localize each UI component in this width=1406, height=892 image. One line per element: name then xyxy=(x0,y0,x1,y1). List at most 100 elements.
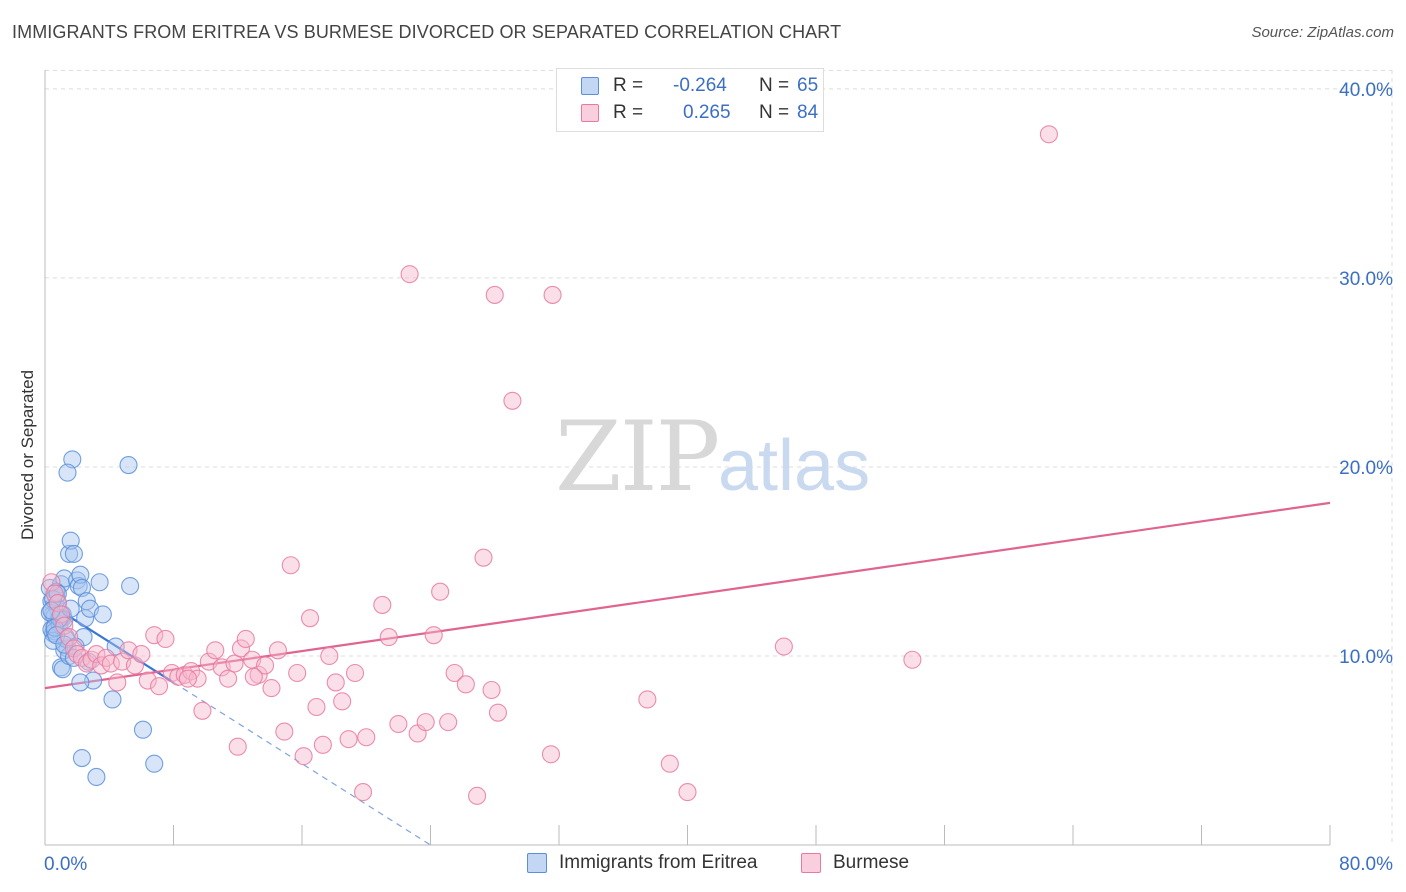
point-eritrea-32 xyxy=(119,456,138,475)
point-burmese-47 xyxy=(300,609,320,628)
point-burmese-71 xyxy=(485,285,504,304)
point-burmese-44 xyxy=(281,556,300,575)
point-eritrea-16 xyxy=(58,463,77,482)
point-burmese-80 xyxy=(903,650,922,669)
point-burmese-0 xyxy=(42,573,61,592)
point-burmese-3 xyxy=(52,605,71,624)
point-eritrea-33 xyxy=(121,576,140,596)
point-burmese-19 xyxy=(132,645,151,664)
point-burmese-75 xyxy=(543,285,562,304)
point-burmese-18 xyxy=(125,656,144,675)
legend-swatch-burmese xyxy=(581,104,599,122)
bottom-legend-swatch-burmese xyxy=(801,853,821,873)
x-tick-label-0: 0.0% xyxy=(44,854,87,875)
watermark-zip: ZIP xyxy=(555,401,718,513)
point-burmese-54 xyxy=(345,663,365,683)
point-burmese-56 xyxy=(353,783,373,802)
point-burmese-60 xyxy=(400,265,419,284)
point-burmese-45 xyxy=(288,663,307,683)
point-burmese-50 xyxy=(320,646,339,666)
bottom-legend-label-eritrea: Immigrants from Eritrea xyxy=(559,852,758,873)
gridlines xyxy=(45,69,1393,845)
point-burmese-11 xyxy=(87,645,106,664)
x-tick-label-1: 80.0% xyxy=(1339,854,1393,875)
point-burmese-23 xyxy=(156,629,175,649)
point-eritrea-29 xyxy=(93,605,112,624)
watermark-atlas: atlas xyxy=(718,426,870,506)
chart-source: Source: ZipAtlas.com xyxy=(1251,24,1394,41)
point-eritrea-30 xyxy=(103,690,122,709)
point-burmese-4 xyxy=(55,616,74,635)
point-burmese-63 xyxy=(424,626,443,645)
point-burmese-2 xyxy=(48,593,67,613)
point-burmese-83 xyxy=(244,667,263,686)
data-points xyxy=(40,125,1058,805)
point-burmese-33 xyxy=(219,669,238,688)
point-burmese-73 xyxy=(503,391,522,410)
y-tick-label-1: 20.0% xyxy=(1339,458,1393,479)
point-burmese-69 xyxy=(474,548,493,567)
watermark: ZIP atlas xyxy=(555,401,870,513)
point-burmese-79 xyxy=(774,637,793,656)
legend-r-label: R = xyxy=(613,102,644,123)
point-burmese-5 xyxy=(60,628,79,647)
point-burmese-81 xyxy=(1039,125,1058,144)
legend-n-value: 65 xyxy=(797,75,819,96)
trend-line-eritrea-extension xyxy=(173,681,431,846)
point-burmese-52 xyxy=(333,692,352,711)
point-burmese-14 xyxy=(101,654,120,673)
point-eritrea-19 xyxy=(69,576,88,596)
point-burmese-1 xyxy=(45,584,64,603)
point-eritrea-28 xyxy=(90,573,109,592)
point-burmese-36 xyxy=(236,629,255,649)
point-burmese-59 xyxy=(389,714,408,734)
point-burmese-46 xyxy=(294,747,313,766)
point-burmese-48 xyxy=(307,697,326,717)
point-burmese-55 xyxy=(357,728,376,747)
point-burmese-29 xyxy=(193,701,212,720)
point-burmese-68 xyxy=(468,786,487,805)
point-burmese-43 xyxy=(275,722,294,741)
point-burmese-20 xyxy=(138,671,157,690)
legend-swatch-eritrea xyxy=(581,77,599,95)
stats-legend: R = -0.264 N = 65 R = 0.265 N = 84 xyxy=(556,68,824,132)
point-eritrea-13 xyxy=(60,544,79,563)
point-burmese-49 xyxy=(313,735,332,754)
legend-r-value: -0.264 xyxy=(673,75,727,96)
point-burmese-65 xyxy=(439,713,458,732)
point-burmese-37 xyxy=(228,737,247,756)
point-burmese-82 xyxy=(178,669,198,688)
y-tick-label-2: 30.0% xyxy=(1339,269,1393,290)
point-burmese-28 xyxy=(188,669,207,688)
axes xyxy=(44,70,1331,846)
point-burmese-22 xyxy=(149,677,169,696)
bottom-legend-swatch-eritrea xyxy=(527,853,547,873)
y-tick-label-0: 10.0% xyxy=(1339,647,1393,668)
legend-n-value: 84 xyxy=(797,102,819,123)
chart-title: IMMIGRANTS FROM ERITREA VS BURMESE DIVOR… xyxy=(12,22,842,42)
point-eritrea-27 xyxy=(87,767,106,787)
point-burmese-10 xyxy=(82,650,101,669)
point-burmese-53 xyxy=(339,730,358,749)
point-burmese-77 xyxy=(660,754,679,773)
x-tick-labels: 0.0% 80.0% xyxy=(44,854,1393,875)
point-burmese-74 xyxy=(541,745,561,764)
legend-n-label: N = xyxy=(759,102,790,123)
y-tick-label-3: 40.0% xyxy=(1339,80,1393,101)
trend-line-burmese xyxy=(44,501,1331,690)
point-eritrea-36 xyxy=(72,748,91,768)
point-burmese-40 xyxy=(256,656,275,675)
point-burmese-34 xyxy=(225,654,244,673)
point-burmese-57 xyxy=(373,595,392,614)
point-burmese-64 xyxy=(431,582,450,601)
point-burmese-41 xyxy=(262,679,281,698)
point-burmese-70 xyxy=(482,680,501,700)
legend-r-value: 0.265 xyxy=(683,102,731,123)
legend-r-label: R = xyxy=(613,75,644,96)
point-burmese-66 xyxy=(445,663,464,683)
point-burmese-58 xyxy=(379,628,398,647)
point-burmese-42 xyxy=(268,641,287,660)
bottom-legend-label-burmese: Burmese xyxy=(833,852,910,873)
point-eritrea-20 xyxy=(71,565,90,584)
point-burmese-62 xyxy=(416,713,435,732)
